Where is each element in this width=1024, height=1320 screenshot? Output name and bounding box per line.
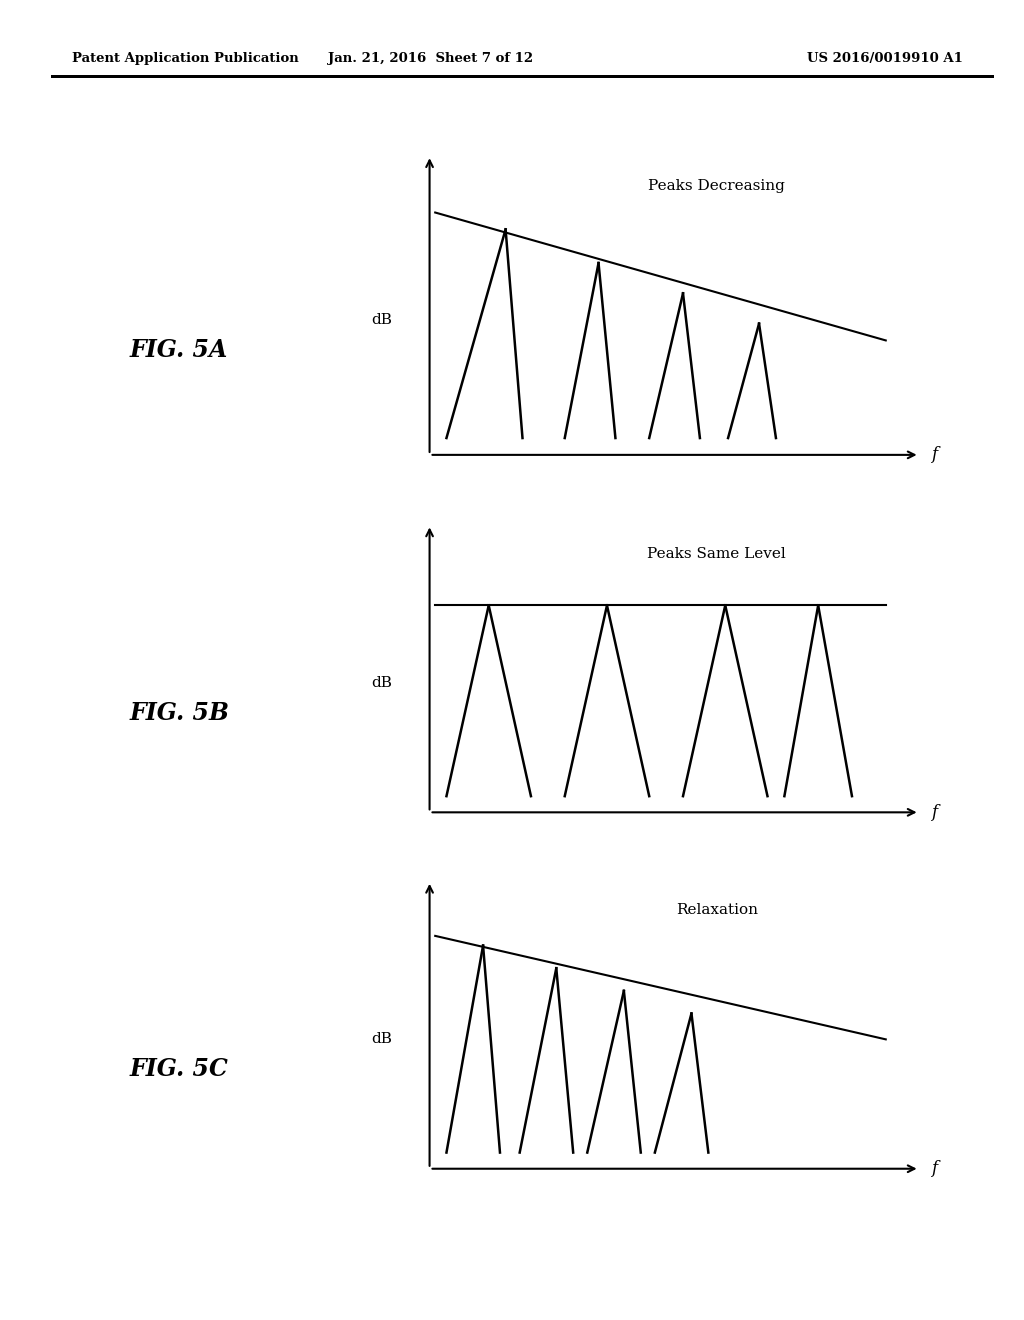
Text: f: f	[931, 1160, 937, 1177]
Text: dB: dB	[372, 313, 392, 327]
Text: f: f	[931, 804, 937, 821]
Text: dB: dB	[372, 1032, 392, 1047]
Text: Jan. 21, 2016  Sheet 7 of 12: Jan. 21, 2016 Sheet 7 of 12	[328, 51, 532, 65]
Text: FIG. 5C: FIG. 5C	[130, 1057, 228, 1081]
Text: dB: dB	[372, 676, 392, 690]
Text: FIG. 5A: FIG. 5A	[130, 338, 228, 362]
Text: Peaks Same Level: Peaks Same Level	[647, 546, 786, 561]
Text: US 2016/0019910 A1: US 2016/0019910 A1	[807, 51, 963, 65]
Text: Patent Application Publication: Patent Application Publication	[72, 51, 298, 65]
Text: FIG. 5B: FIG. 5B	[129, 701, 229, 725]
Text: Relaxation: Relaxation	[676, 903, 758, 917]
Text: Peaks Decreasing: Peaks Decreasing	[648, 178, 785, 193]
Text: f: f	[931, 446, 937, 463]
